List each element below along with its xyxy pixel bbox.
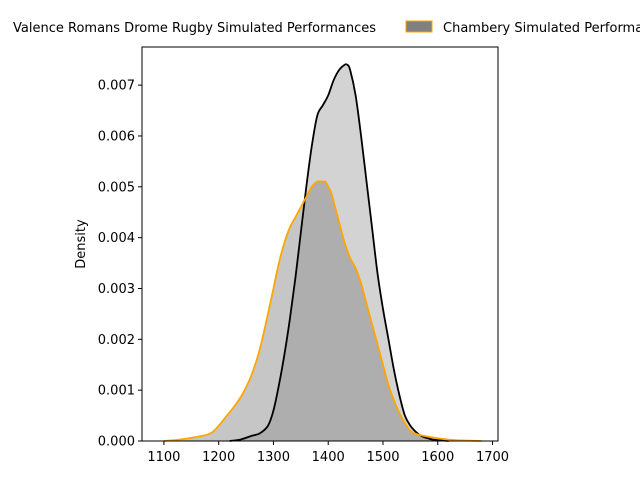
y-tick-label: 0.001 <box>98 384 135 399</box>
x-tick-label: 1700 <box>476 450 509 465</box>
series-1-line <box>163 180 482 442</box>
x-tick-label: 1400 <box>312 450 345 465</box>
series-0-line <box>229 63 449 442</box>
x-tick-label: 1500 <box>366 450 399 465</box>
y-tick-label: 0.004 <box>98 231 135 246</box>
density-fills <box>163 64 482 441</box>
x-tick-label: 1200 <box>202 450 235 465</box>
y-tick-label: 0.006 <box>98 129 135 144</box>
x-axis: 1100 1200 1300 1400 1500 1600 1700 <box>147 441 509 465</box>
y-tick-label: 0.003 <box>98 282 135 297</box>
y-tick-label: 0.000 <box>98 435 135 450</box>
legend-label-series-1: Chambery Simulated Performances <box>443 21 640 36</box>
series-0-area <box>229 64 449 441</box>
x-tick-label: 1100 <box>147 450 180 465</box>
x-tick-label: 1600 <box>421 450 454 465</box>
y-axis: 0.000 0.001 0.002 0.003 0.004 0.005 0.006 0.007 <box>98 79 142 450</box>
y-tick-label: 0.007 <box>98 79 135 94</box>
y-axis-label: Density <box>74 219 89 269</box>
legend: Valence Romans Drome Rugby Simulated Per… <box>13 20 640 36</box>
y-tick-label: 0.005 <box>98 180 135 195</box>
x-tick-label: 1300 <box>257 450 290 465</box>
plot-area-frame <box>141 46 499 442</box>
series-1-area <box>163 181 482 441</box>
legend-swatch-series-1 <box>405 20 433 33</box>
legend-label-series-0: Valence Romans Drome Rugby Simulated Per… <box>13 21 376 36</box>
density-lines <box>163 63 482 442</box>
y-tick-label: 0.002 <box>98 333 135 348</box>
